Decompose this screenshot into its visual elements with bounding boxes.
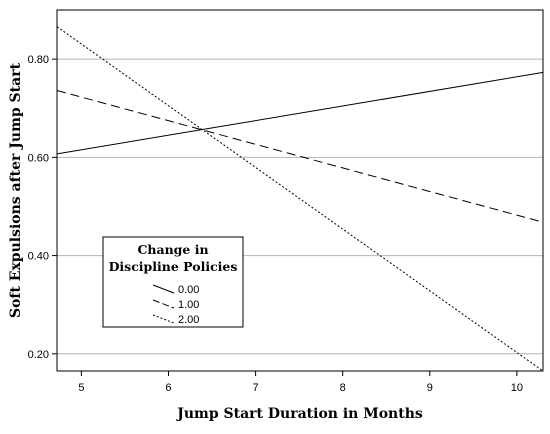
legend-label-1: 0.00 [178, 284, 199, 296]
y-tick-label: 0.40 [28, 251, 49, 263]
legend-swatch-1 [152, 284, 175, 294]
x-tick-label: 7 [253, 382, 259, 394]
x-tick-label: 9 [427, 382, 433, 394]
y-tick-label: 0.60 [28, 152, 49, 164]
series-group [56, 26, 544, 372]
x-axis: 5 6 7 8 9 10 [78, 371, 523, 394]
x-tick-label: 8 [340, 382, 346, 394]
legend-title-line-2: Discipline Policies [109, 259, 238, 274]
legend-label-3: 2.00 [178, 314, 199, 326]
legend-items: 0.00 1.00 2.00 [152, 284, 199, 326]
x-tick-label: 10 [511, 382, 523, 394]
x-tick-label: 6 [165, 382, 171, 394]
x-tick-label: 5 [78, 382, 84, 394]
y-axis: 0.20 0.40 0.60 0.80 [28, 54, 57, 361]
legend-label-2: 1.00 [178, 299, 199, 311]
series-line-1 [56, 71, 544, 155]
legend-title-line-1: Change in [137, 242, 208, 257]
y-tick-label: 0.80 [28, 54, 49, 66]
plot-frame [56, 9, 544, 372]
legend: Change in Discipline Policies 0.00 1.00 2.… [102, 236, 244, 328]
legend-swatch-2 [152, 299, 175, 309]
x-axis-title: Jump Start Duration in Months [175, 406, 423, 422]
series-line-2 [56, 90, 544, 223]
y-axis-title: Soft Expulsions after Jump Start [8, 62, 24, 318]
series-line-3 [56, 26, 544, 372]
y-tick-label: 0.20 [28, 349, 49, 361]
legend-box [102, 236, 244, 328]
